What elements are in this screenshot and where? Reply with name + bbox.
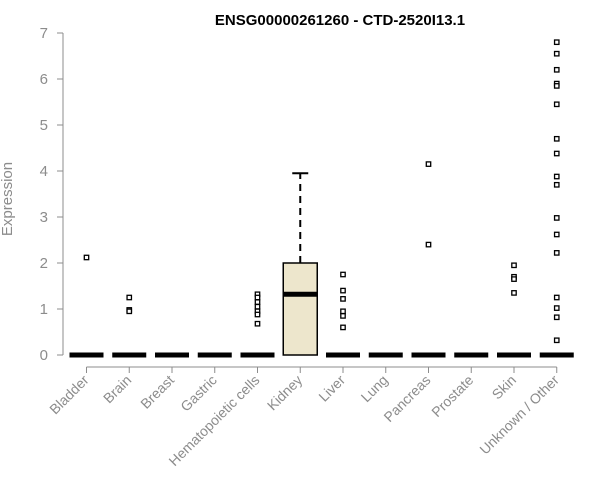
outlier-point xyxy=(340,324,346,331)
outlier-point xyxy=(553,101,560,108)
outlier-point xyxy=(511,290,517,296)
x-tick-label: Brain xyxy=(100,372,134,406)
box-body xyxy=(282,262,318,356)
box-unknown-other xyxy=(539,39,574,358)
y-tick-label: 3 xyxy=(40,209,48,226)
outlier-point xyxy=(340,296,346,302)
outlier-point xyxy=(340,271,346,278)
outlier-point xyxy=(553,305,560,311)
outlier-point xyxy=(553,150,560,157)
outlier-point xyxy=(254,311,261,318)
x-tick-label: Bladder xyxy=(46,372,92,418)
outlier-point xyxy=(511,262,517,269)
box-skin xyxy=(497,262,531,358)
outlier-point xyxy=(126,294,133,301)
outlier-point xyxy=(254,320,261,327)
outlier-point xyxy=(553,250,560,256)
x-tick-label: Liver xyxy=(315,372,348,405)
outlier-point xyxy=(553,39,560,46)
outlier-point xyxy=(553,314,560,321)
box-liver xyxy=(326,271,360,358)
x-tick-label: Unknown / Other xyxy=(476,372,562,458)
x-tick-label: Breast xyxy=(137,372,177,412)
outlier-point xyxy=(425,241,432,248)
outlier-point xyxy=(126,308,133,315)
outlier-point xyxy=(553,181,560,188)
outlier-point xyxy=(553,231,560,238)
chart-title: ENSG00000261260 - CTD-2520I13.1 xyxy=(215,12,465,29)
x-tick-label: Pancreas xyxy=(380,372,433,425)
outlier-point xyxy=(340,313,346,319)
box-hematopoietic-cells xyxy=(240,291,275,358)
outlier-point xyxy=(553,135,560,142)
y-axis-label: Expression xyxy=(0,162,16,236)
y-axis: 0 1 2 3 4 5 6 7 xyxy=(40,25,64,364)
x-tick-label: Skin xyxy=(489,372,520,403)
x-tick-label: Gastric xyxy=(177,372,220,415)
x-tick-label: Prostate xyxy=(428,372,476,420)
box-pancreas xyxy=(411,161,446,358)
plot-area xyxy=(69,39,574,358)
outlier-point xyxy=(553,173,560,180)
y-tick-label: 1 xyxy=(40,301,48,318)
outlier-point xyxy=(83,254,90,261)
outlier-point xyxy=(553,294,560,301)
outlier-point xyxy=(340,287,346,294)
outlier-point xyxy=(340,308,346,315)
y-tick-label: 7 xyxy=(40,25,48,42)
y-tick-label: 2 xyxy=(40,255,48,272)
outlier-point xyxy=(254,299,261,305)
y-tick-label: 6 xyxy=(40,71,48,88)
outlier-point xyxy=(254,303,261,310)
y-tick-label: 5 xyxy=(40,117,48,134)
box-kidney xyxy=(282,172,318,356)
outlier-point xyxy=(553,66,560,73)
x-tick-label: Kidney xyxy=(264,372,306,414)
outlier-point xyxy=(425,161,432,167)
box-brain xyxy=(112,294,147,358)
outlier-point xyxy=(553,50,560,57)
box-bladder xyxy=(69,254,104,358)
x-tick-label: Lung xyxy=(358,372,391,405)
outlier-point xyxy=(553,215,560,221)
outlier-point xyxy=(254,294,261,301)
outlier-point xyxy=(553,83,560,89)
outlier-point xyxy=(553,337,560,344)
y-tick-label: 0 xyxy=(40,347,48,364)
outlier-point xyxy=(511,276,517,282)
y-tick-label: 4 xyxy=(40,163,48,180)
